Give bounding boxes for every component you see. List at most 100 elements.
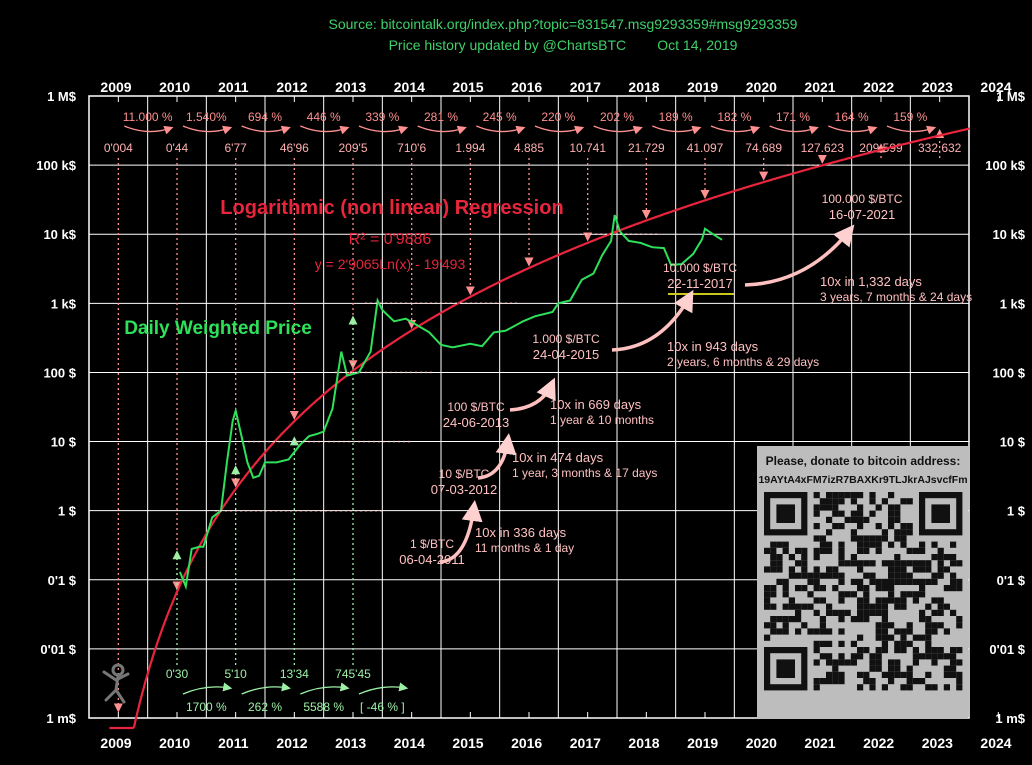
x-tick-label-top: 2014 — [394, 79, 425, 95]
yearly-growth-arrow — [769, 125, 819, 135]
duration-detail: 3 years, 7 months & 24 days — [820, 290, 972, 304]
x-tick-label: 2016 — [511, 735, 542, 751]
duration-title: 10x in 336 days — [475, 525, 567, 540]
regression-value: 127.623 — [801, 141, 845, 155]
regression-value: 0'004 — [104, 141, 133, 155]
duration-title: 10x in 669 days — [550, 397, 642, 412]
donation-panel: Please, donate to bitcoin address: 19AYt… — [757, 446, 968, 718]
r-squared: R² = 0'9886 — [349, 231, 432, 248]
qr-code-icon — [764, 492, 963, 691]
yearly-growth-arrow — [358, 125, 409, 135]
y-tick-label: 1 k$ — [51, 296, 77, 311]
yearly-growth-label: 159 % — [893, 110, 927, 124]
milestone-price: 1.000 $/BTC — [532, 332, 600, 346]
x-tick-label: 2009 — [100, 735, 131, 751]
regression-value: 332.632 — [918, 141, 962, 155]
duration-title: 10x in 943 days — [667, 339, 759, 354]
regression-value: 6'77 — [225, 141, 248, 155]
y-tick-label-right: 1 k$ — [1000, 296, 1026, 311]
x-tick-label-top: 2015 — [452, 79, 483, 95]
duration-arrow — [744, 224, 855, 287]
regression-curve — [109, 127, 970, 730]
regression-value: 0'44 — [166, 141, 189, 155]
yearly-growth-label: 11.000 % — [123, 110, 173, 124]
x-tick-label: 2015 — [452, 735, 483, 751]
duration-detail: 11 months & 1 day — [475, 541, 574, 555]
y-tick-label-right: 10 $ — [1000, 435, 1026, 450]
x-tick-label: 2020 — [746, 735, 777, 751]
y-tick-label: 0'1 $ — [48, 573, 77, 588]
y-tick-label: 1 $ — [58, 504, 77, 519]
y-tick-label-right: 1 m$ — [995, 711, 1025, 726]
yearly-growth-arrow — [241, 125, 291, 135]
yearly-growth-label: 1.540% — [186, 110, 227, 124]
x-tick-label: 2013 — [335, 735, 366, 751]
price-value: 13'34 — [280, 667, 309, 681]
regression-value: 1.994 — [455, 141, 485, 155]
price-growth-arrow — [241, 682, 291, 695]
x-tick-label: 2017 — [570, 735, 601, 751]
yearly-growth-arrow — [710, 125, 761, 135]
regression-value: 74.689 — [745, 141, 782, 155]
y-axis-right: 1 M$ 100 k$ 10 k$ 1 k$ 100 $ 10 $ 1 $ 0'1 $ 0'01… — [985, 89, 1026, 726]
x-tick-label-top: 2019 — [687, 79, 718, 95]
regression-value: 10.741 — [569, 141, 606, 155]
yearly-growth-label: 281 % — [424, 110, 458, 124]
x-tick-label: 2012 — [276, 735, 307, 751]
x-tick-label: 2018 — [628, 735, 659, 751]
y-tick-label-right: 1 M$ — [996, 89, 1026, 104]
price-series-line — [178, 214, 723, 591]
x-axis-top: 2009 2010 2011 2012 2013 2014 2015 2016 2017 2018… — [100, 79, 1011, 95]
regression-equation: y = 2'9065Ln(x) - 19'493 — [315, 256, 466, 272]
y-tick-label: 1 m$ — [46, 711, 76, 726]
y-tick-label: 10 k$ — [43, 227, 76, 242]
x-tick-label: 2011 — [218, 735, 249, 751]
duration-detail: 2 years, 6 months & 29 days — [667, 355, 819, 369]
x-tick-label-top: 2009 — [100, 79, 131, 95]
price-value-labels: 0'30 5'10 13'34 745'45 1700 % 262 % 5588 % [ -4… — [166, 667, 409, 714]
y-tick-label-right: 0'01 $ — [989, 642, 1025, 657]
price-value: 745'45 — [335, 667, 371, 681]
y-tick-label-right: 1 $ — [1007, 504, 1026, 519]
duration-title: 10x in 1,332 days — [820, 274, 922, 289]
yearly-growth-arrow — [652, 125, 702, 135]
yearly-growth-label: 202 % — [600, 110, 634, 124]
donation-address[interactable]: 19AYtA4xFM7izR7BAXKr9TLJkrAJsvcfFm — [758, 474, 967, 486]
regression-year-markers — [113, 128, 945, 713]
milestone-date: 24-06-2013 — [443, 415, 510, 430]
x-tick-label-top: 2012 — [276, 79, 307, 95]
x-tick-label-top: 2011 — [218, 79, 249, 95]
duration-title: 10x in 474 days — [512, 450, 604, 465]
y-tick-label: 0'01 $ — [40, 642, 76, 657]
milestone-price: 10 $/BTC — [439, 467, 490, 481]
y-tick-label: 1 M$ — [47, 89, 77, 104]
duration-arrow — [477, 433, 517, 480]
x-tick-label-top: 2021 — [804, 79, 835, 95]
y-tick-label: 100 $ — [43, 365, 76, 380]
x-tick-label-top: 2022 — [863, 79, 894, 95]
yearly-growth-arrow — [886, 125, 937, 135]
x-tick-label: 2022 — [863, 735, 894, 751]
regression-value-labels: 0'004 0'44 6'77 46'96 209'5 710'6 1.994 4.885 10… — [104, 141, 962, 155]
price-value: 0'30 — [166, 667, 189, 681]
price-growth-label: 5588 % — [303, 700, 344, 714]
yearly-growth-arrow — [182, 125, 233, 135]
milestone-date: 06-04-2011 — [399, 552, 465, 567]
y-tick-label-right: 100 k$ — [985, 158, 1026, 173]
duration-arrow — [439, 500, 483, 564]
x-tick-label-top: 2023 — [922, 79, 953, 95]
x-tick-label-top: 2017 — [570, 79, 601, 95]
yearly-growth-label: 446 % — [307, 110, 341, 124]
x-tick-label: 2023 — [922, 735, 953, 751]
y-tick-label-right: 100 $ — [992, 365, 1025, 380]
duration-arrow — [509, 377, 556, 412]
yearly-growth-label: 339 % — [365, 110, 399, 124]
x-tick-label-top: 2013 — [335, 79, 366, 95]
price-year-markers — [172, 315, 358, 665]
y-tick-label-right: 0'1 $ — [997, 573, 1026, 588]
dancing-figure-icon — [102, 663, 130, 704]
yearly-growth-label: 189 % — [659, 110, 693, 124]
